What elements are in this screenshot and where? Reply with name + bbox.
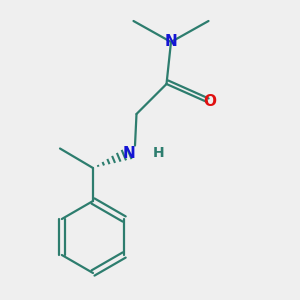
Text: N: N xyxy=(123,146,135,160)
Text: N: N xyxy=(165,34,177,50)
Text: H: H xyxy=(153,146,165,160)
Text: O: O xyxy=(203,94,217,110)
